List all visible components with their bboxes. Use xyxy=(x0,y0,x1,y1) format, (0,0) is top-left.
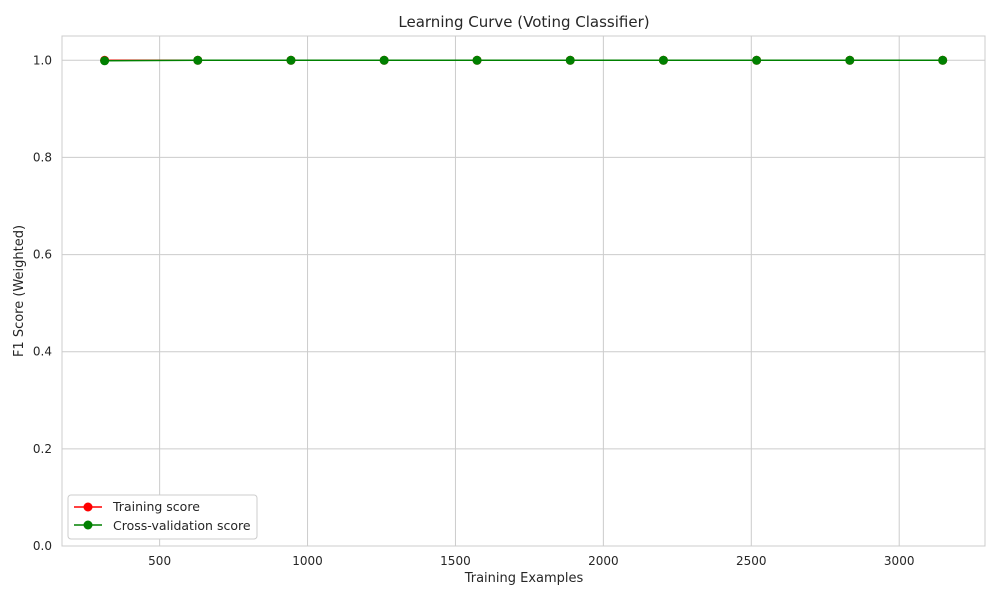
legend: Training score Cross-validation score xyxy=(67,494,258,540)
y-tick-label: 0.4 xyxy=(33,345,52,359)
plot-frame xyxy=(61,35,986,547)
y-tick-label: 0.6 xyxy=(33,248,52,262)
data-point-cv xyxy=(658,55,668,65)
data-point-cv xyxy=(938,55,948,65)
data-point-cv xyxy=(472,55,482,65)
data-point-cv xyxy=(193,55,203,65)
data-point-cv xyxy=(752,55,762,65)
legend-label-cv: Cross-validation score xyxy=(113,518,251,533)
chart-title: Learning Curve (Voting Classifier) xyxy=(398,13,649,31)
data-point-cv xyxy=(379,55,389,65)
legend-marker-cv xyxy=(83,520,93,530)
x-tick-label: 2500 xyxy=(736,554,767,568)
series-layer xyxy=(100,55,948,66)
y-tick-label: 0.0 xyxy=(33,539,52,553)
y-axis-label: F1 Score (Weighted) xyxy=(12,225,27,357)
legend-label-training: Training score xyxy=(112,499,200,514)
x-axis-label: Training Examples xyxy=(464,571,584,586)
x-tick-label: 3000 xyxy=(884,554,915,568)
x-tick-labels: 500 1000 1500 2000 2500 3000 xyxy=(148,554,914,568)
y-tick-label: 0.2 xyxy=(33,442,52,456)
data-point-cv xyxy=(286,55,296,65)
y-tick-label: 0.8 xyxy=(33,150,52,164)
y-tick-label: 1.0 xyxy=(33,53,52,67)
x-tick-label: 1000 xyxy=(292,554,323,568)
legend-box xyxy=(67,494,258,540)
legend-marker-training xyxy=(83,502,93,512)
grid-lines xyxy=(62,36,985,547)
data-point-cv xyxy=(100,56,110,66)
data-point-cv xyxy=(565,55,575,65)
x-tick-label: 2000 xyxy=(588,554,619,568)
data-point-cv xyxy=(845,55,855,65)
y-tick-labels: 0.0 0.2 0.4 0.6 0.8 1.0 xyxy=(33,53,52,553)
x-tick-label: 1500 xyxy=(440,554,471,568)
x-tick-label: 500 xyxy=(148,554,171,568)
